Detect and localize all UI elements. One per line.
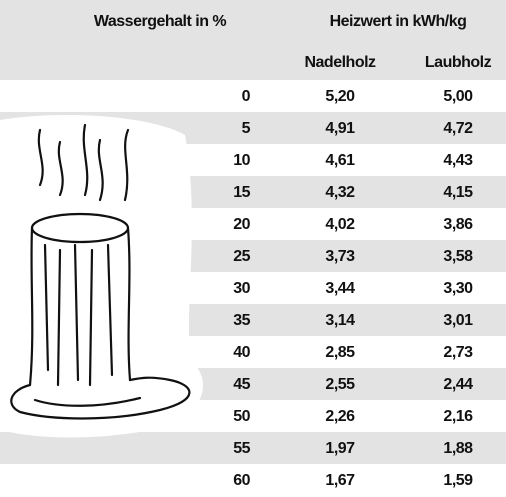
water-content: 45: [233, 376, 250, 393]
softwood-value: 2,26: [325, 408, 355, 425]
softwood-value: 4,91: [325, 120, 355, 137]
water-content: 30: [233, 280, 250, 297]
softwood-value: 3,44: [325, 280, 355, 297]
water-content: 15: [233, 184, 250, 201]
hardwood-value: 4,72: [443, 120, 473, 137]
hardwood-value: 1,59: [443, 472, 473, 489]
hardwood-value: 2,44: [443, 376, 473, 393]
hardwood-value: 3,86: [443, 216, 473, 233]
softwood-value: 4,61: [325, 152, 355, 169]
hardwood-value: 4,43: [443, 152, 473, 169]
hardwood-value: 4,15: [443, 184, 473, 201]
header-heat: Heizwert in kWh/kg: [330, 13, 467, 30]
water-content: 35: [233, 312, 250, 329]
hardwood-value: 2,16: [443, 408, 473, 425]
water-content: 5: [242, 120, 251, 137]
hardwood-value: 1,88: [443, 440, 473, 457]
hardwood-value: 3,58: [443, 248, 473, 265]
water-content: 0: [242, 88, 251, 105]
header-col1: Nadelholz: [304, 54, 376, 71]
softwood-value: 5,20: [325, 88, 355, 105]
water-content: 50: [233, 408, 250, 425]
water-content: 40: [233, 344, 250, 361]
header-col2: Laubholz: [425, 54, 492, 71]
softwood-value: 4,32: [325, 184, 355, 201]
header-background: [0, 0, 506, 80]
row-stripe: [0, 432, 506, 464]
softwood-value: 2,55: [325, 376, 355, 393]
water-content: 60: [233, 472, 250, 489]
water-content: 25: [233, 248, 250, 265]
softwood-value: 3,73: [325, 248, 355, 265]
softwood-value: 4,02: [325, 216, 355, 233]
softwood-value: 1,67: [325, 472, 355, 489]
header-water: Wassergehalt in %: [94, 13, 227, 30]
stump-illustration: [0, 115, 203, 438]
water-content: 10: [233, 152, 250, 169]
hardwood-value: 5,00: [443, 88, 473, 105]
hardwood-value: 3,30: [443, 280, 473, 297]
softwood-value: 3,14: [325, 312, 355, 329]
water-content: 55: [233, 440, 250, 457]
softwood-value: 2,85: [325, 344, 355, 361]
hardwood-value: 3,01: [443, 312, 473, 329]
softwood-value: 1,97: [325, 440, 355, 457]
water-content: 20: [233, 216, 250, 233]
hardwood-value: 2,73: [443, 344, 473, 361]
